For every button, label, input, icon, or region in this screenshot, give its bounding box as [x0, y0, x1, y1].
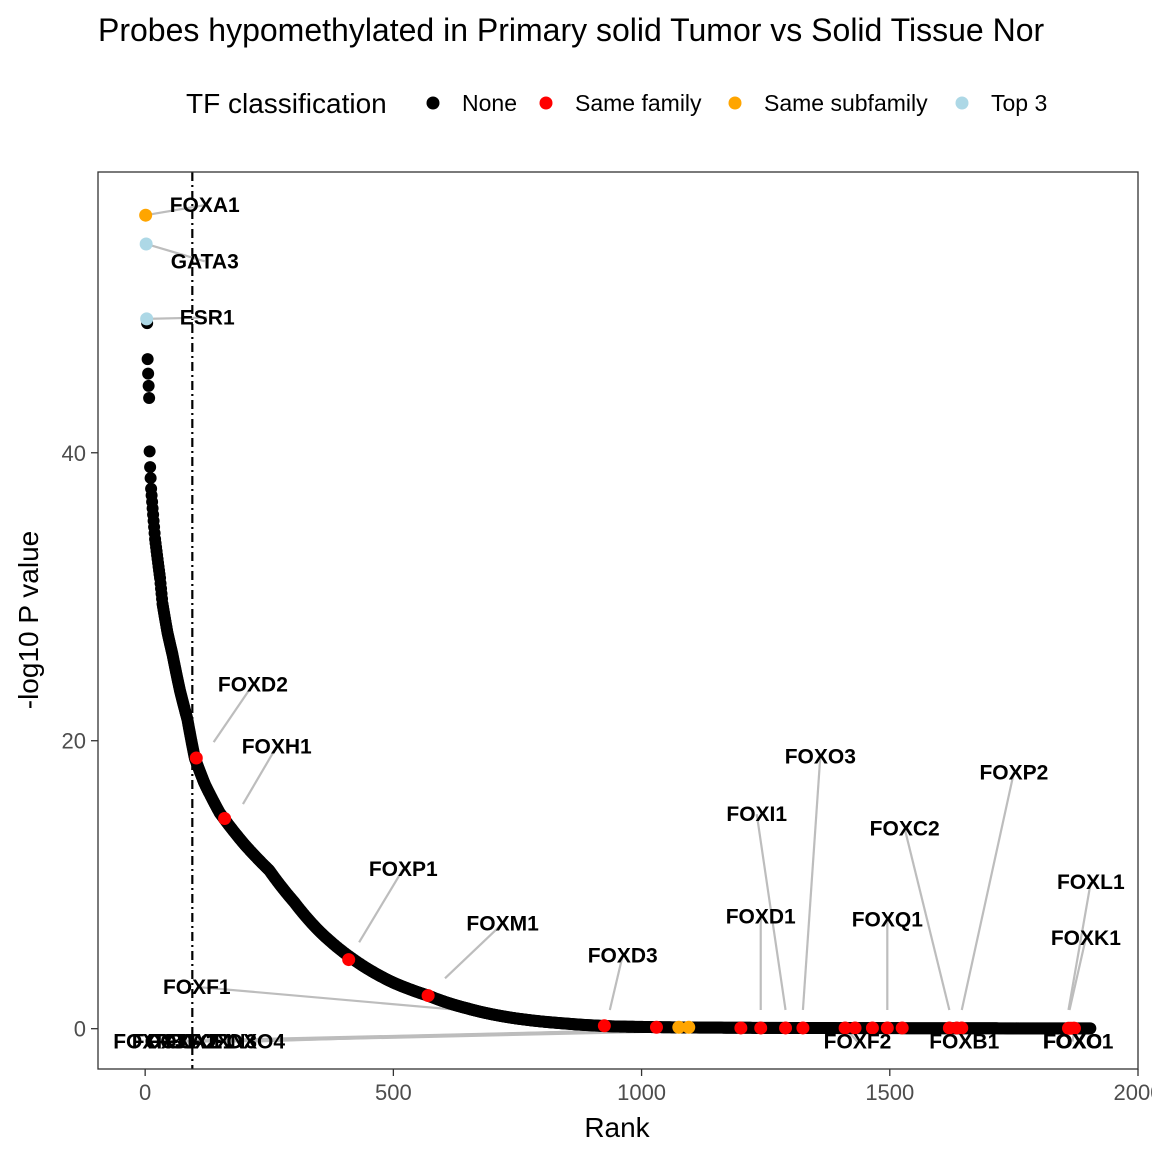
gene-label-20: FOXO	[1043, 1031, 1103, 1054]
y-tick-label-2: 40	[62, 441, 86, 466]
gene-label-19: FOXC1	[1043, 1031, 1113, 1054]
x-tick-label-0: 0	[139, 1080, 151, 1105]
label-connector-3	[212, 683, 254, 743]
point-none-7	[144, 472, 157, 485]
gene-label-13: FOXC2	[870, 818, 940, 841]
gene-label-23: FOXA2	[147, 1031, 217, 1054]
point-none-6	[144, 461, 157, 474]
label-connector-14	[960, 772, 1015, 1011]
point-highlight-26	[1067, 1021, 1081, 1035]
gene-label-21: FOXP3	[113, 1031, 182, 1054]
x-tick-label-3: 1500	[865, 1080, 914, 1105]
label-connector-13	[903, 828, 951, 1011]
legend-label-0: None	[462, 90, 517, 116]
gene-label-14: FOXP2	[979, 761, 1048, 784]
point-highlight-16	[848, 1021, 862, 1035]
label-connector-0	[145, 204, 205, 217]
point-highlight-13	[779, 1021, 793, 1035]
gene-label-25: FOXN3	[187, 1031, 257, 1054]
gene-label-16: FOXK1	[1051, 927, 1121, 950]
label-connector-10	[801, 756, 822, 1011]
legend-label-2: Same subfamily	[764, 90, 928, 116]
point-highlight-11	[734, 1021, 748, 1035]
x-axis-title: Rank	[584, 1112, 650, 1143]
y-axis: 0 20 40	[62, 441, 98, 1042]
gene-label-26: FOXO4	[214, 1031, 286, 1054]
legend-key-0	[426, 96, 440, 110]
gene-label-18: FOXB1	[929, 1031, 999, 1054]
gene-label-24: FOXE1	[165, 1031, 234, 1054]
legend: TF classification None Same family Same su…	[186, 88, 1047, 119]
label-connector-9	[755, 813, 787, 1011]
gene-label-12: FOXQ1	[852, 908, 924, 931]
gene-labels: FOXA1 GATA3 ESR1 FOXD2 FOXH1 FOXP1 FOXM1 FOXD3 F…	[113, 194, 1125, 1054]
gene-label-1: GATA3	[171, 250, 239, 273]
legend-title: TF classification	[186, 88, 387, 119]
point-highlight-17	[865, 1021, 879, 1035]
point-none-4	[143, 392, 156, 405]
point-highlight-2	[140, 312, 154, 326]
gene-label-15: FOXL1	[1057, 871, 1125, 894]
point-none-3	[142, 379, 155, 392]
x-tick-label-1: 500	[375, 1080, 412, 1105]
label-connector-16	[1068, 937, 1087, 1011]
y-tick-label-0: 0	[74, 1017, 86, 1042]
point-highlight-7	[597, 1019, 611, 1033]
gene-label-5: FOXP1	[369, 858, 438, 881]
label-connector-6	[444, 922, 504, 980]
point-highlight-19	[895, 1021, 909, 1035]
label-connector-7	[608, 955, 624, 1011]
point-none-2	[142, 367, 155, 380]
gene-label-17: FOXF2	[824, 1031, 892, 1054]
gene-label-3: FOXD2	[218, 674, 288, 697]
legend-label-1: Same family	[575, 90, 702, 116]
point-highlight-15	[838, 1021, 852, 1035]
series-highlighted	[139, 208, 1081, 1035]
x-tick-label-2: 1000	[617, 1080, 666, 1105]
y-tick-label-1: 20	[62, 729, 86, 754]
label-connector-15	[1067, 881, 1092, 1011]
label-connector-2	[146, 316, 208, 320]
gene-label-4: FOXH1	[242, 735, 312, 758]
point-highlight-18	[880, 1021, 894, 1035]
legend-key-2	[728, 96, 742, 110]
gene-label-6: FOXM1	[466, 913, 539, 936]
gene-label-11: FOXD1	[726, 905, 796, 928]
gene-label-22: FOXJ1	[132, 1031, 199, 1054]
gene-label-7: FOXD3	[588, 944, 658, 967]
gene-label-9: FOXI1	[726, 803, 787, 826]
point-highlight-10	[682, 1020, 696, 1034]
legend-label-3: Top 3	[991, 90, 1047, 116]
point-none-1008	[1084, 1022, 1097, 1035]
point-none-1	[141, 353, 154, 366]
point-highlight-8	[649, 1020, 663, 1034]
point-highlight-9	[672, 1020, 686, 1034]
y-axis-title: -log10 P value	[13, 531, 44, 710]
plot-panel-border	[97, 171, 1139, 1070]
point-highlight-12	[754, 1021, 768, 1035]
point-highlight-3	[189, 751, 203, 765]
point-highlight-0	[139, 208, 153, 222]
label-connector-5	[358, 868, 405, 943]
point-highlight-6	[421, 989, 435, 1003]
gene-label-2: ESR1	[180, 306, 235, 329]
point-highlight-14	[796, 1021, 810, 1035]
point-highlight-1	[139, 237, 153, 251]
label-connector-4	[242, 745, 278, 805]
label-connectors	[145, 204, 1092, 1043]
chart-title: Probes hypomethylated in Primary solid T…	[98, 12, 1045, 48]
point-none-5	[143, 445, 156, 458]
point-highlight-4	[218, 811, 232, 825]
gene-label-10: FOXO3	[785, 746, 856, 769]
legend-key-1	[539, 96, 553, 110]
legend-key-3	[955, 96, 969, 110]
gene-label-0: FOXA1	[170, 194, 240, 217]
label-connector-1	[145, 242, 206, 263]
point-highlight-5	[342, 953, 356, 967]
point-highlight-22	[955, 1021, 969, 1035]
gene-label-8: FOXF1	[163, 976, 231, 999]
